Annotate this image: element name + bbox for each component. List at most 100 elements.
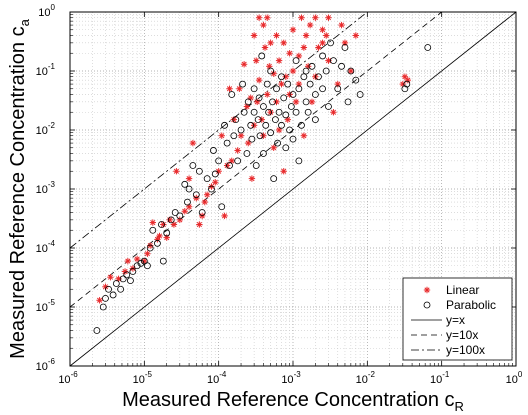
parabolic-point bbox=[223, 139, 231, 147]
x-axis-label-subscript: R bbox=[455, 399, 464, 414]
parabolic-point bbox=[274, 139, 281, 147]
parabolic-point bbox=[265, 108, 273, 116]
parabolic-point bbox=[176, 212, 184, 220]
linear-point bbox=[264, 14, 271, 21]
linear-point bbox=[250, 32, 258, 39]
axis-ticks: 10-6 10-5 10-4 10-3 10-2 10-1 100 10-6 10-5 10-4 1… bbox=[36, 3, 523, 386]
parabolic-point bbox=[112, 280, 120, 287]
x-tick-label: 10-5 bbox=[133, 370, 153, 386]
linear-point bbox=[260, 132, 267, 139]
parabolic-point bbox=[167, 216, 175, 224]
parabolic-point bbox=[315, 73, 322, 81]
linear-point bbox=[275, 126, 283, 134]
parabolic-point bbox=[158, 221, 165, 228]
linear-point bbox=[234, 147, 241, 154]
linear-point bbox=[236, 85, 243, 92]
linear-point bbox=[302, 32, 310, 39]
x-axis-label-text: Measured Reference Concentration c bbox=[122, 389, 454, 411]
legend-entry-linear-symbol bbox=[423, 286, 431, 294]
parabolic-point bbox=[248, 135, 256, 143]
x-axis-label: Measured Reference Concentration cR bbox=[122, 389, 464, 414]
y-tick-label: 10-4 bbox=[36, 239, 56, 255]
parabolic-point bbox=[250, 85, 258, 93]
linear-point bbox=[264, 91, 271, 98]
parabolic-point bbox=[327, 39, 334, 47]
linear-point bbox=[308, 98, 316, 106]
parabolic-point bbox=[275, 108, 283, 116]
linear-point bbox=[221, 212, 228, 220]
parabolic-point bbox=[256, 132, 264, 140]
parabolic-point bbox=[258, 52, 266, 60]
parabolic-point bbox=[282, 111, 290, 119]
y-tick-label: 10-3 bbox=[36, 180, 56, 196]
parabolic-point bbox=[129, 268, 137, 275]
linear-point bbox=[267, 39, 274, 47]
parabolic-point bbox=[215, 157, 223, 165]
parabolic-point bbox=[287, 103, 295, 110]
linear-point bbox=[275, 57, 283, 64]
parabolic-point bbox=[300, 73, 308, 81]
linear-point bbox=[181, 208, 188, 215]
parabolic-point bbox=[99, 303, 107, 311]
linear-point bbox=[323, 32, 330, 39]
x-tick-label: 10-1 bbox=[430, 370, 450, 386]
parabolic-point bbox=[198, 209, 206, 216]
linear-point bbox=[198, 212, 206, 220]
parabolic-point bbox=[105, 285, 112, 293]
linear-point bbox=[300, 44, 308, 51]
y-tick-label: 100 bbox=[38, 3, 55, 19]
y-axis-label-text: Measured Reference Concentration c bbox=[7, 26, 29, 358]
linear-point bbox=[163, 234, 170, 241]
parabolic-point bbox=[302, 98, 310, 106]
parabolic-point bbox=[232, 116, 240, 124]
parabolic-point bbox=[267, 67, 275, 75]
y-tick-label: 10-1 bbox=[36, 62, 56, 78]
reference-line-y=x bbox=[69, 11, 517, 367]
parabolic-point bbox=[260, 103, 267, 110]
linear-point bbox=[170, 221, 178, 228]
legend-entry-linear-label: Linear bbox=[446, 283, 479, 297]
parabolic-point bbox=[302, 67, 310, 75]
parabolic-point bbox=[289, 91, 297, 98]
parabolic-point bbox=[117, 285, 125, 293]
linear-point bbox=[173, 168, 180, 175]
parabolic-point bbox=[211, 170, 219, 178]
legend-box bbox=[402, 277, 513, 361]
linear-point bbox=[245, 139, 252, 147]
parabolic-point bbox=[401, 85, 409, 93]
parabolic-point bbox=[154, 239, 161, 247]
linear-point bbox=[352, 32, 360, 39]
parabolic-point bbox=[163, 229, 171, 237]
parabolic-point bbox=[322, 67, 330, 75]
linear-point bbox=[289, 67, 297, 75]
parabolic-point bbox=[195, 167, 203, 175]
linear-point bbox=[280, 168, 287, 175]
parabolic-point bbox=[273, 85, 280, 93]
parabolic-point bbox=[234, 157, 242, 165]
linear-point bbox=[201, 198, 208, 206]
linear-point bbox=[253, 57, 260, 64]
linear-point bbox=[295, 52, 303, 60]
parabolic-point bbox=[278, 73, 285, 81]
parabolic-point bbox=[319, 52, 326, 60]
linear-point bbox=[156, 232, 163, 240]
parabolic-point bbox=[144, 262, 151, 270]
linear-point bbox=[240, 61, 248, 68]
parabolic-point bbox=[272, 116, 279, 124]
linear-point bbox=[196, 221, 203, 228]
linear-point bbox=[124, 257, 132, 265]
linear-point bbox=[319, 26, 326, 33]
linear-point bbox=[193, 194, 200, 202]
parabolic-point bbox=[244, 98, 252, 106]
parabolic-point bbox=[119, 275, 127, 283]
linear-point bbox=[289, 26, 297, 33]
parabolic-point bbox=[260, 150, 267, 157]
reference-line-y=100x bbox=[69, 11, 368, 249]
linear-point bbox=[280, 39, 287, 47]
linear-point bbox=[107, 273, 114, 281]
linear-point bbox=[298, 14, 305, 21]
parabolic-point bbox=[146, 244, 154, 252]
parabolic-point bbox=[298, 121, 305, 129]
parabolic-point bbox=[239, 80, 247, 88]
